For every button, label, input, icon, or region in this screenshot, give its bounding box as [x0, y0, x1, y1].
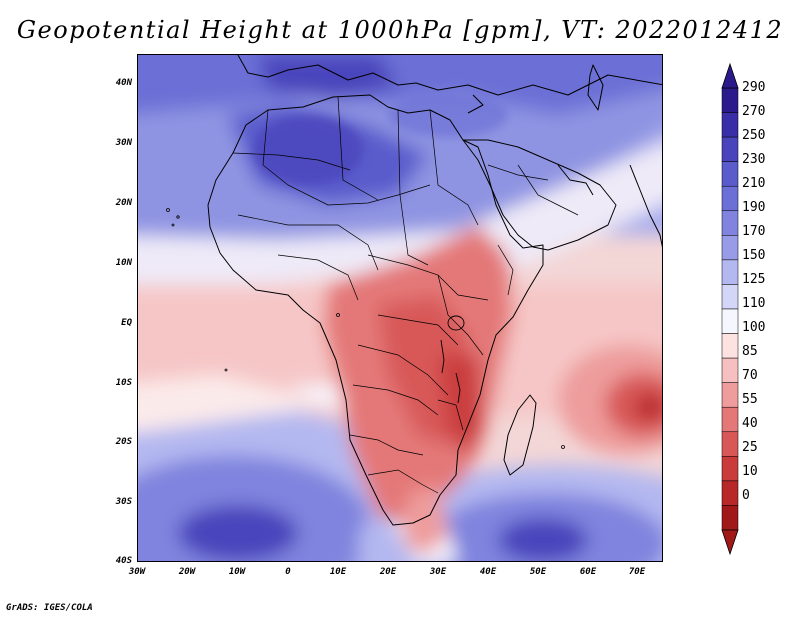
cbar-label-230: 230 — [742, 152, 766, 167]
grads-credit: GrADS: IGES/COLA — [6, 603, 93, 613]
cbar-label-85: 85 — [742, 344, 758, 359]
cbar-label-170: 170 — [742, 224, 766, 239]
lake-victoria — [447, 315, 465, 331]
colorbar-swatch — [721, 136, 739, 162]
colorbar-swatch — [721, 87, 739, 113]
colorbar-swatch — [721, 406, 739, 433]
y-tick-40s: 40S — [115, 556, 132, 566]
colorbar-swatch — [721, 210, 739, 236]
colorbar-swatch — [721, 112, 739, 138]
y-tick-40n: 40N — [115, 78, 132, 88]
cyprus-coast — [467, 94, 484, 114]
colorbar-swatch — [721, 333, 739, 359]
x-tick-20w: 20W — [178, 567, 196, 577]
y-tick-10n: 10N — [115, 258, 132, 268]
cbar-label-110: 110 — [742, 296, 766, 311]
caspian-coast — [587, 64, 604, 111]
mediterranean-north-coast — [237, 55, 662, 96]
x-tick-50e: 50E — [529, 567, 547, 577]
cbar-label-270: 270 — [742, 104, 766, 119]
geopotential-field — [138, 55, 662, 561]
map-panel — [137, 54, 663, 562]
cbar-label-290: 290 — [742, 80, 766, 95]
x-tick-10e: 10E — [329, 567, 347, 577]
cbar-label-150: 150 — [742, 248, 766, 263]
colorbar-swatch — [721, 505, 739, 531]
colorbar-swatch — [721, 480, 739, 506]
x-tick-70e: 70E — [628, 567, 646, 577]
country-borders — [232, 96, 579, 494]
lakes — [440, 315, 465, 404]
colorbar-swatch — [721, 235, 739, 261]
colorbar-swatch — [721, 431, 739, 457]
colorbar-top-arrow — [721, 62, 739, 89]
colorbar-swatch — [721, 185, 739, 212]
y-tick-20s: 20S — [115, 437, 132, 447]
x-tick-0: 0 — [285, 567, 291, 577]
persian-gulf-coast — [557, 164, 594, 196]
y-tick-10s: 10S — [115, 378, 132, 388]
colorbar-swatch — [721, 284, 739, 310]
y-tick-20n: 20N — [115, 198, 132, 208]
colorbar-swatch — [721, 456, 739, 482]
colorbar-swatch — [721, 308, 739, 334]
cbar-label-190: 190 — [742, 200, 766, 215]
x-tick-30e: 30E — [429, 567, 447, 577]
india-coastline — [629, 164, 662, 248]
y-tick-eq: EQ — [121, 318, 132, 328]
map-title: Geopotential Height at 1000hPa [gpm], VT… — [16, 16, 784, 44]
x-tick-10w: 10W — [228, 567, 246, 577]
cbar-label-0: 0 — [742, 488, 750, 503]
x-tick-20e: 20E — [379, 567, 397, 577]
colorbar-bottom-arrow — [721, 529, 739, 556]
colorbar-swatches — [721, 87, 739, 531]
y-tick-30s: 30S — [115, 497, 132, 507]
detail-shading — [253, 93, 508, 185]
cbar-label-25: 25 — [742, 440, 758, 455]
x-tick-30w: 30W — [128, 567, 146, 577]
lake-tanganyika — [440, 339, 445, 374]
colorbar-swatch — [721, 259, 739, 285]
islands — [166, 208, 565, 449]
cbar-label-125: 125 — [742, 272, 766, 287]
cbar-label-70: 70 — [742, 368, 758, 383]
cbar-label-100: 100 — [742, 320, 766, 335]
cbar-label-10: 10 — [742, 464, 758, 479]
madagascar-coastline — [503, 394, 537, 476]
cbar-label-55: 55 — [742, 392, 758, 407]
arabia-coastline — [462, 139, 617, 251]
cbar-label-250: 250 — [742, 128, 766, 143]
colorbar-swatch — [721, 161, 739, 187]
colorbar — [721, 62, 739, 556]
cbar-label-40: 40 — [742, 416, 758, 431]
cbar-label-210: 210 — [742, 176, 766, 191]
x-tick-60e: 60E — [579, 567, 597, 577]
colorbar-swatch — [721, 382, 739, 408]
x-tick-40e: 40E — [479, 567, 497, 577]
height-shading — [138, 55, 662, 561]
colorbar-swatch — [721, 357, 739, 383]
lake-malawi — [455, 372, 461, 404]
y-tick-30n: 30N — [115, 138, 132, 148]
africa-coastline — [207, 94, 544, 526]
coastlines — [207, 55, 662, 526]
